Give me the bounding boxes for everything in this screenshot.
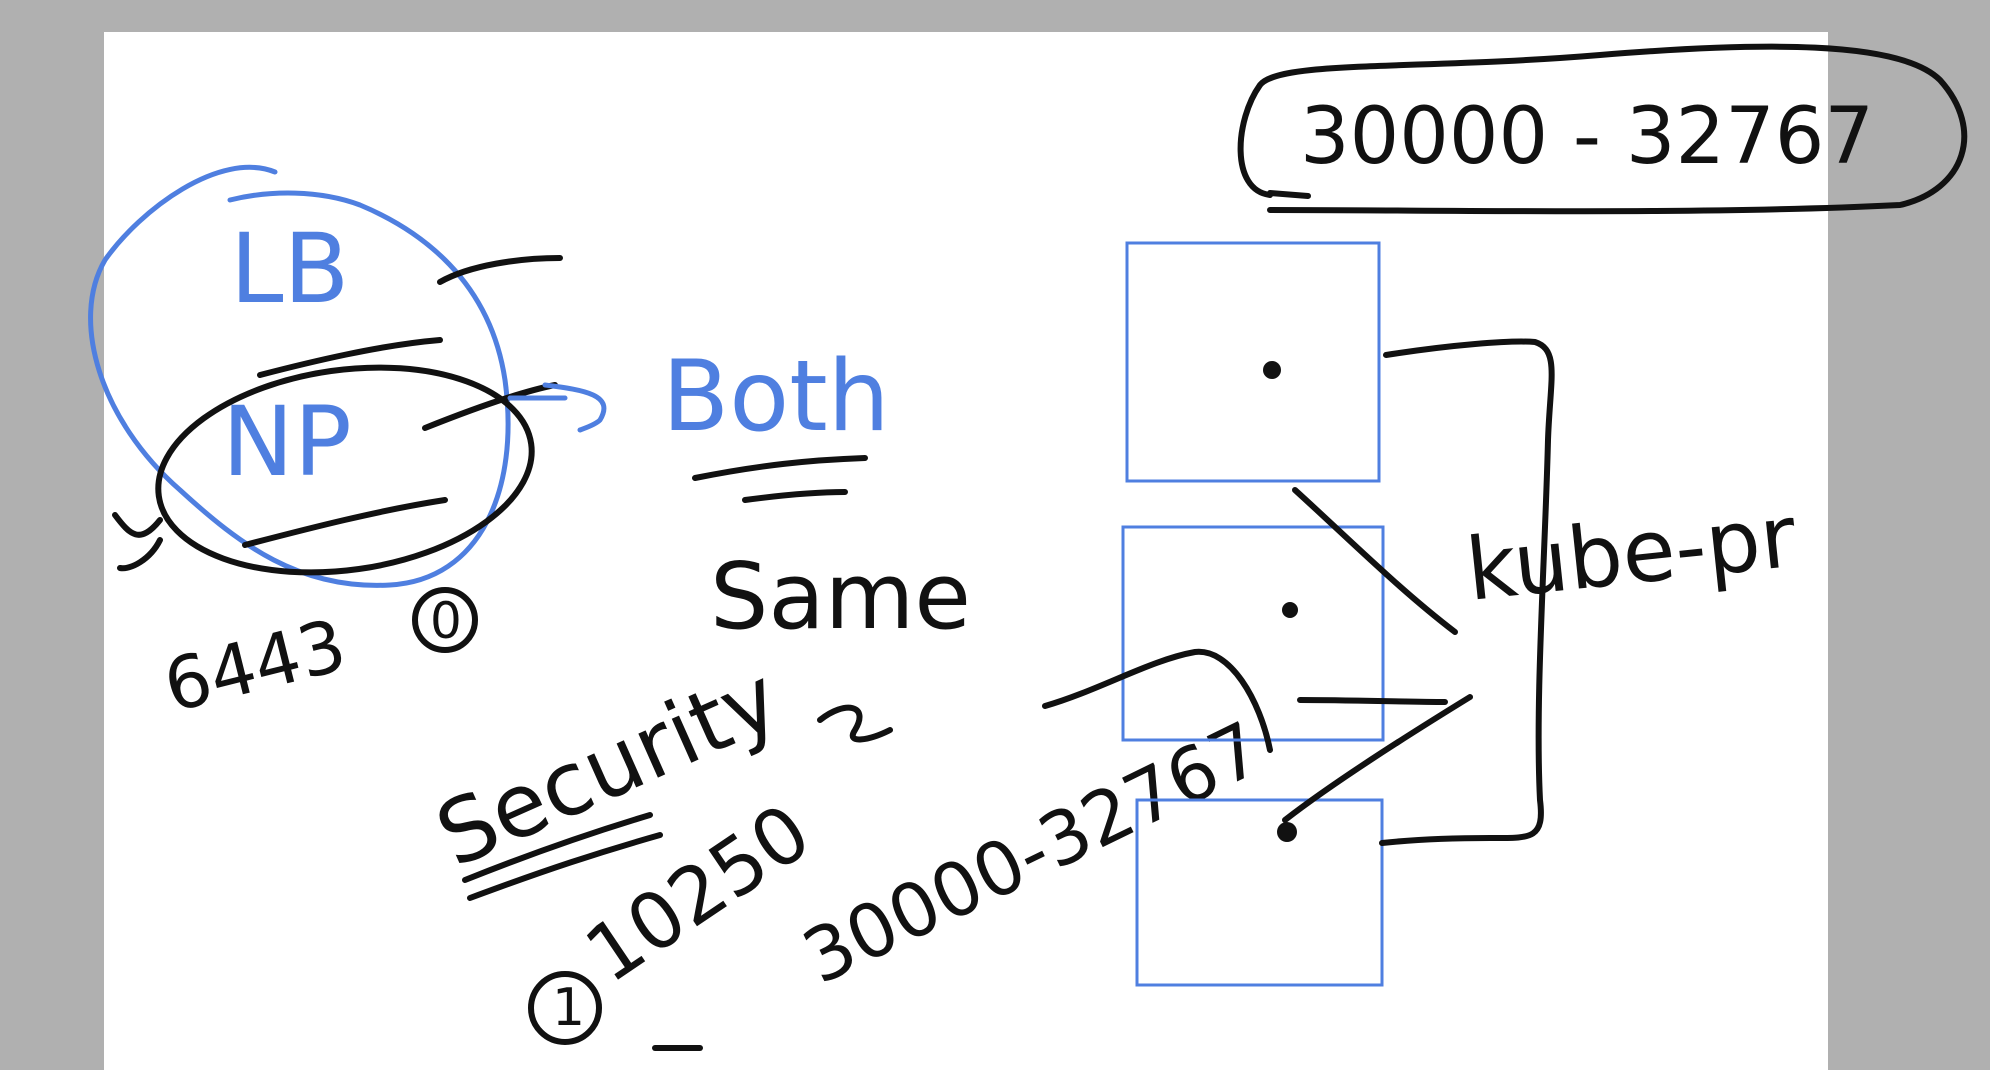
circled-zero-label: 0 <box>430 592 462 650</box>
security-squiggle <box>817 704 893 743</box>
whiteboard-page <box>104 32 1828 1070</box>
node-box-2 <box>1121 525 1385 742</box>
both-underline-2 <box>742 489 848 503</box>
lb-label: LB <box>230 213 349 325</box>
port-range-underline <box>1267 190 1311 199</box>
both-label: Both <box>662 340 890 454</box>
same-label: Same <box>710 543 971 650</box>
circled-zero-ring <box>412 587 478 653</box>
node-dot-2 <box>1282 602 1298 618</box>
node-dot-1 <box>1263 361 1281 379</box>
np-label: NP <box>222 386 352 498</box>
connector-diagonal-1 <box>1292 487 1458 635</box>
kube-proxy-label: kube-pr <box>1462 487 1801 621</box>
connector-mid-dash <box>1297 697 1448 705</box>
both-arrow <box>507 382 607 433</box>
node-box-1 <box>1125 241 1381 483</box>
node-box-3 <box>1135 798 1384 987</box>
np-bottom-dash <box>242 497 448 548</box>
node-dot-3 <box>1277 822 1297 842</box>
both-underline-1 <box>692 455 868 481</box>
circled-one-label: 1 <box>552 978 585 1038</box>
np-black-circle <box>155 364 535 576</box>
lb-np-blue-loop <box>88 164 511 588</box>
port-range-diag-label: 30000-32767 <box>790 706 1275 1001</box>
security-underline-2 <box>467 832 663 901</box>
np-top-dash <box>257 337 443 378</box>
port-range-bubble <box>1237 43 1968 215</box>
port-range-top-label: 30000 - 32767 <box>1300 92 1874 182</box>
connector-diagonal-2 <box>1282 694 1473 823</box>
port-6443-label: 6443 <box>156 603 354 729</box>
connector-outer-bracket <box>1379 338 1555 846</box>
np-mid-dash <box>422 382 558 431</box>
lb-dash <box>437 255 563 285</box>
connector-arc-left <box>1042 648 1273 753</box>
left-hook <box>112 512 163 572</box>
circled-one-ring <box>528 971 602 1045</box>
security-underline-1 <box>462 812 653 883</box>
